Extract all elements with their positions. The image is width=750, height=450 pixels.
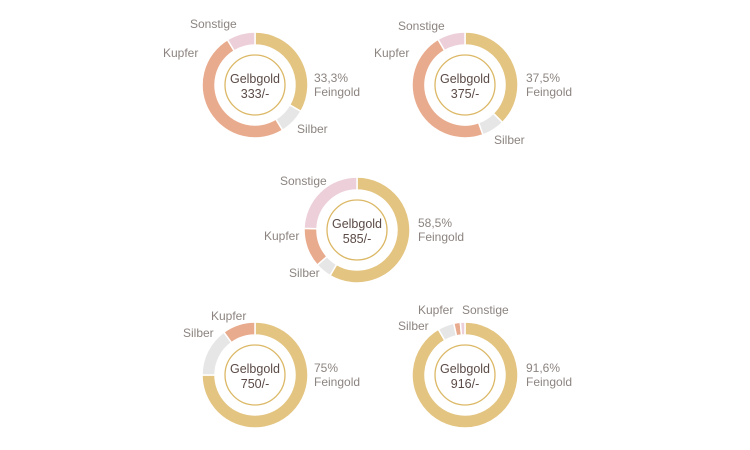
inner-ring [434,54,496,116]
label-kupfer: Kupfer [418,303,453,317]
inner-ring [224,54,286,116]
feingold-percent-label: 37,5% [526,71,560,85]
segment-kupfer [222,321,256,344]
label-silber: Silber [398,319,429,333]
label-kupfer: Kupfer [211,309,246,323]
center-subtitle: 750/- [241,377,270,391]
label-kupfer: Kupfer [264,229,299,243]
center-title: Gelbgold [230,362,280,376]
segment-kupfer [303,227,329,267]
feingold-percent-label: 75% [314,361,338,375]
label-sonstige: Sonstige [462,303,509,317]
label-kupfer: Kupfer [163,46,198,60]
center-title: Gelbgold [440,72,490,86]
feingold-percent-label: 91,6% [526,361,560,375]
center-subtitle: 585/- [343,232,372,246]
label-sonstige: Sonstige [190,17,237,31]
segment-feingold [328,176,411,284]
label-silber: Silber [289,266,320,280]
segment-sonstige [303,176,358,230]
segment-feingold [411,321,519,429]
segment-sonstige [226,31,256,52]
label-silber: Silber [494,133,525,147]
label-kupfer: Kupfer [374,46,409,60]
label-sonstige: Sonstige [398,19,445,33]
segment-sonstige [436,31,466,52]
center-title: Gelbgold [332,217,382,231]
label-silber: Silber [183,326,214,340]
segment-feingold [201,321,309,429]
feingold-label: Feingold [526,375,572,389]
feingold-label: Feingold [314,375,360,389]
center-subtitle: 916/- [451,377,480,391]
label-silber: Silber [297,122,328,136]
label-sonstige: Sonstige [280,174,327,188]
center-title: Gelbgold [440,362,490,376]
segment-sonstige [459,321,466,336]
feingold-percent-label: 58,5% [418,216,452,230]
inner-ring [434,344,496,406]
feingold-percent-label: 33,3% [314,71,348,85]
inner-ring [224,344,286,406]
feingold-label: Feingold [418,230,464,244]
feingold-label: Feingold [526,85,572,99]
center-title: Gelbgold [230,72,280,86]
inner-ring [326,199,388,261]
center-subtitle: 375/- [451,87,480,101]
feingold-label: Feingold [314,85,360,99]
center-subtitle: 333/- [241,87,270,101]
